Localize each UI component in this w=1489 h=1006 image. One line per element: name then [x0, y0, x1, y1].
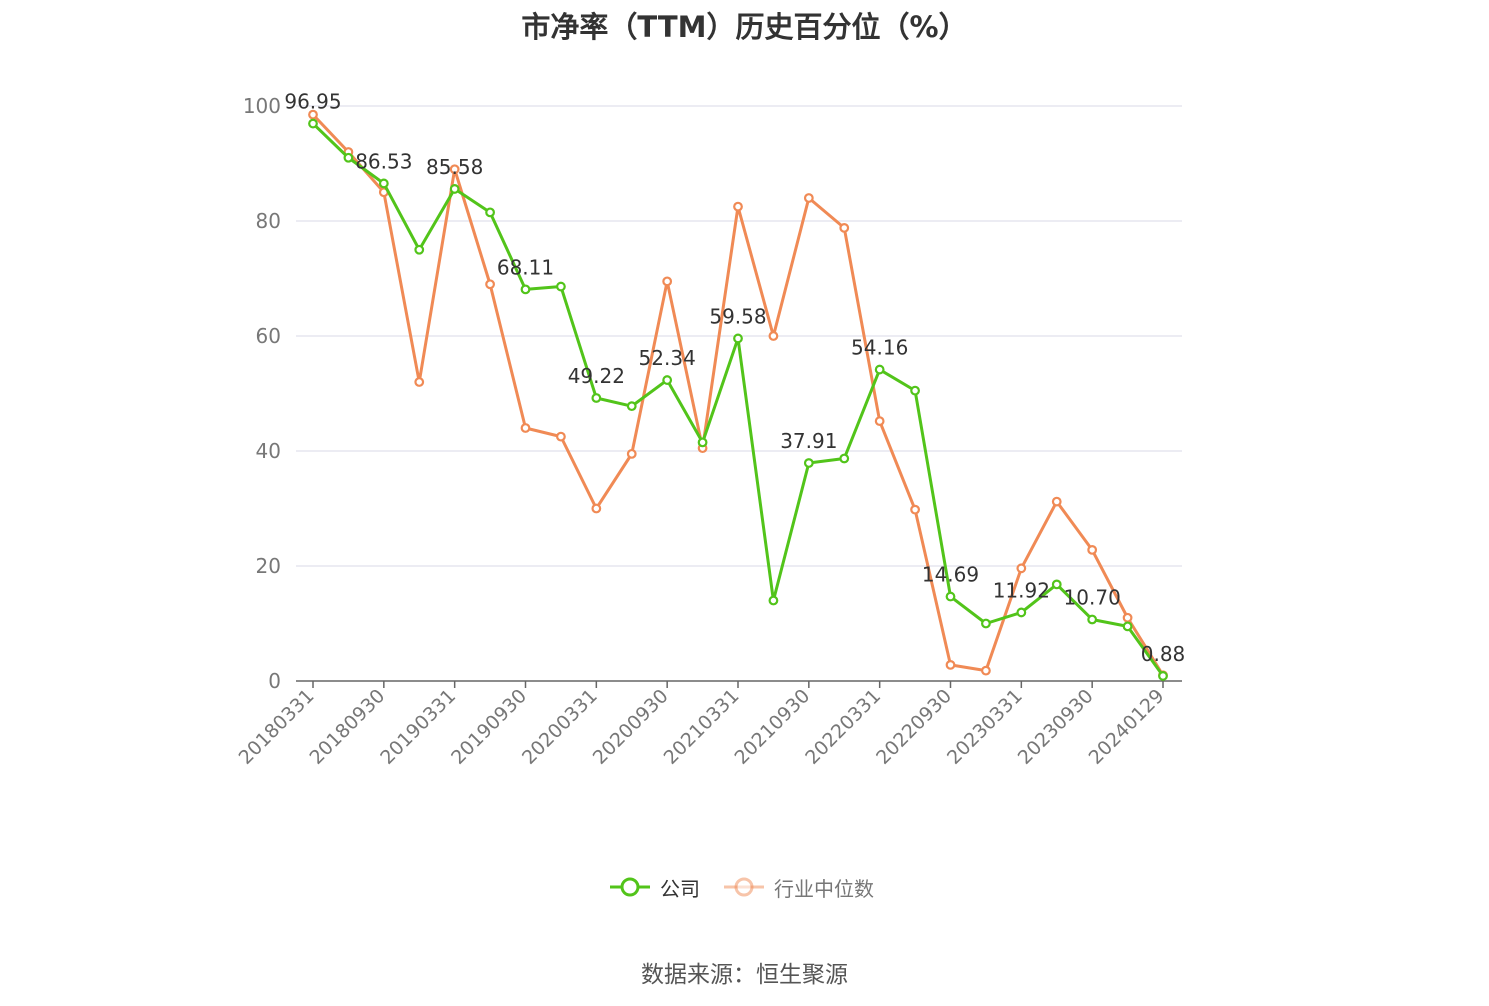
data-point-industry	[768, 331, 779, 341]
data-label: 68.11	[497, 255, 554, 279]
data-point-company	[343, 152, 354, 163]
data-point-company	[308, 118, 318, 129]
data-point-company	[697, 437, 708, 448]
x-tick-label: 20230331	[943, 685, 1027, 769]
data-point-industry	[591, 503, 602, 514]
data-point-industry	[803, 193, 814, 203]
data-label: 14.69	[922, 563, 979, 587]
data-point-company	[449, 184, 460, 194]
x-tick-label: 20230930	[1014, 685, 1098, 769]
data-point-industry	[308, 109, 318, 120]
series-group	[308, 109, 1168, 681]
data-label: 96.95	[284, 90, 341, 114]
data-point-industry	[520, 423, 531, 433]
y-tick-label: 40	[256, 439, 281, 463]
y-tick-label: 60	[256, 324, 281, 348]
data-labels: 96.95 86.53 85.58 68.11 49.22 52.34 59.58 37.91…	[284, 90, 1185, 666]
data-point-company	[485, 207, 495, 218]
data-label: 85.58	[426, 155, 483, 179]
data-point-company	[1087, 614, 1098, 625]
data-point-industry	[1051, 496, 1062, 507]
data-label: 37.91	[780, 429, 837, 453]
data-point-industry	[1122, 612, 1133, 623]
data-source: 数据来源：恒生聚源	[641, 962, 848, 988]
y-tick-label: 20	[256, 554, 281, 578]
legend: 公司 行业中位数	[0, 870, 1489, 904]
x-tick-label: 20200930	[589, 685, 673, 769]
data-label: 11.92	[993, 578, 1050, 602]
data-point-industry	[1087, 545, 1098, 555]
data-point-industry	[945, 660, 956, 670]
legend-item-industry[interactable]: 行业中位数	[722, 870, 874, 904]
y-tick-label: 0	[268, 669, 281, 693]
x-tick-label: 20220331	[801, 685, 885, 769]
x-tick-label: 20190930	[447, 685, 531, 769]
data-label: 10.70	[1064, 585, 1121, 609]
data-point-company	[981, 618, 991, 629]
y-tick-label: 100	[243, 94, 281, 118]
data-point-company	[1158, 671, 1168, 681]
data-label: 52.34	[639, 346, 696, 370]
data-label: 54.16	[851, 336, 908, 360]
y-axis: 0 20 40 60 80 100	[243, 94, 281, 693]
data-point-industry	[485, 279, 495, 290]
legend-label-industry: 行业中位数	[774, 876, 874, 901]
legend-industry-icon	[724, 877, 764, 897]
data-point-industry	[556, 431, 566, 442]
data-point-company	[662, 375, 673, 385]
data-point-industry	[626, 448, 637, 459]
data-point-industry	[449, 164, 460, 175]
x-axis: 2018033120180930201903312019093020200331…	[235, 680, 1182, 769]
data-label: 49.22	[568, 364, 625, 388]
x-tick-label: 20180331	[235, 685, 319, 769]
data-point-company	[839, 453, 850, 464]
data-label: 86.53	[355, 149, 412, 173]
y-tick-label: 80	[256, 209, 281, 233]
data-point-company	[874, 364, 885, 375]
data-point-company	[1051, 579, 1062, 590]
x-tick-label: 20200331	[518, 685, 602, 769]
data-point-company	[414, 244, 425, 255]
data-point-company	[733, 333, 743, 344]
data-point-industry	[733, 201, 743, 212]
data-point-company	[768, 595, 779, 606]
legend-label-company: 公司	[660, 876, 700, 901]
data-point-company	[945, 591, 956, 602]
data-point-industry	[839, 222, 850, 233]
data-point-industry	[662, 276, 673, 287]
data-point-industry	[874, 416, 885, 427]
data-point-industry	[910, 504, 920, 515]
line-chart: 0 20 40 60 80 100 201803312018093020190331201…	[235, 90, 1186, 769]
legend-item-company[interactable]: 公司	[608, 870, 700, 904]
data-point-company	[626, 401, 637, 412]
data-label: 0.88	[1141, 642, 1186, 666]
data-point-company	[556, 281, 566, 292]
data-point-company	[591, 393, 602, 403]
x-tick-label: 20220930	[872, 685, 956, 769]
x-tick-label: 20240129	[1085, 685, 1169, 769]
data-point-company	[910, 385, 920, 396]
x-tick-label: 20180930	[305, 685, 389, 769]
data-point-company	[803, 458, 814, 468]
x-tick-label: 20190331	[376, 685, 460, 769]
data-point-industry	[981, 665, 991, 676]
x-tick-label: 20210331	[660, 685, 744, 769]
data-label: 59.58	[709, 304, 766, 328]
chart-title: 市净率（TTM）历史百分位（%）	[521, 10, 968, 44]
data-point-industry	[414, 377, 425, 387]
data-point-company	[1016, 607, 1027, 618]
x-tick-label: 20210930	[730, 685, 814, 769]
legend-company-icon	[610, 877, 650, 897]
data-point-company	[378, 178, 389, 189]
data-point-company	[1122, 621, 1133, 632]
data-point-company	[520, 284, 531, 295]
data-point-industry	[1016, 563, 1027, 574]
